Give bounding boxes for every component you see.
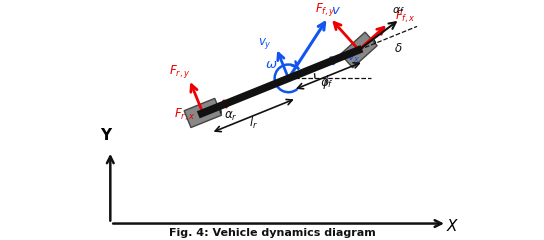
Text: $v_x$: $v_x$	[347, 52, 361, 65]
Text: Fig. 4: Vehicle dynamics diagram: Fig. 4: Vehicle dynamics diagram	[169, 228, 375, 239]
Text: X: X	[447, 219, 457, 234]
Text: $\delta$: $\delta$	[393, 42, 402, 54]
Text: $F_{r,x}$: $F_{r,x}$	[174, 107, 195, 123]
Text: $\alpha_r$: $\alpha_r$	[225, 109, 238, 123]
Text: $v_y$: $v_y$	[258, 36, 272, 51]
Text: $\alpha_f$: $\alpha_f$	[392, 5, 405, 17]
Text: $F_{f,y}$: $F_{f,y}$	[315, 0, 336, 18]
Text: $F_{f,x}$: $F_{f,x}$	[395, 9, 416, 25]
Text: Y: Y	[100, 128, 111, 143]
Text: $\omega$: $\omega$	[265, 59, 278, 72]
Text: $\varphi$: $\varphi$	[320, 77, 330, 91]
Bar	[184, 98, 221, 127]
Bar	[341, 32, 377, 68]
Text: $v$: $v$	[331, 4, 341, 17]
Text: $F_{r,y}$: $F_{r,y}$	[169, 63, 190, 80]
Text: $l_r$: $l_r$	[249, 115, 258, 131]
Text: $l_f$: $l_f$	[324, 74, 333, 90]
